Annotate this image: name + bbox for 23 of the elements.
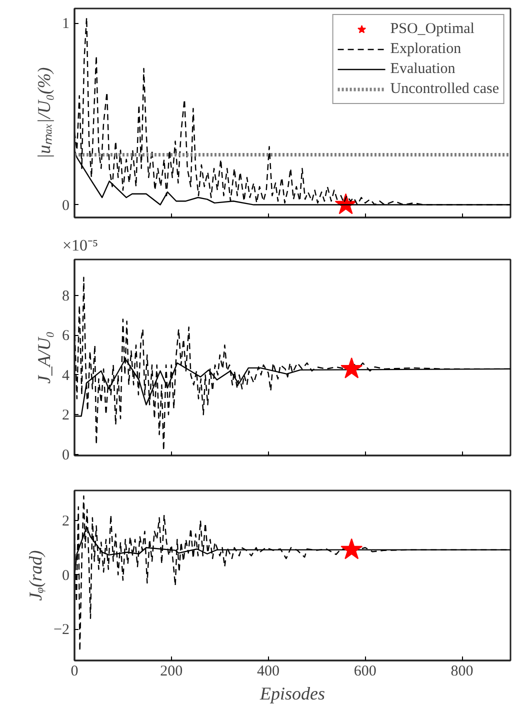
y-tick-label: 4 [62, 368, 70, 384]
y-tick-label: −2 [54, 622, 70, 638]
y-tick-label: 0 [62, 568, 70, 584]
legend-label: Exploration [390, 40, 462, 58]
y-tick-label: 6 [62, 328, 70, 344]
y-axis-title: Jᵩ(rad) [26, 550, 46, 601]
x-tick-label: 200 [160, 664, 183, 680]
legend-label: Uncontrolled case [390, 80, 499, 98]
y-axis-title: |uₘₐₓ|/U₀(%) [34, 67, 54, 159]
y-tick-label: 0 [62, 198, 70, 214]
legend-label: PSO_Optimal [390, 20, 474, 38]
x-tick-label: 800 [450, 664, 474, 680]
y-axis-title: J_A/U₀ [34, 331, 54, 384]
x-tick-label: 400 [257, 664, 280, 680]
y-tick-label: 0 [62, 448, 70, 464]
x-axis-title: Episodes [259, 684, 325, 704]
y-tick-label: 2 [62, 408, 70, 424]
text: ×10⁻⁵ [62, 238, 98, 254]
x-tick-label: 600 [354, 664, 376, 680]
y-tick-label: 8 [62, 288, 70, 304]
y-tick-label: 2 [62, 513, 70, 530]
y-tick-label: 1 [62, 16, 70, 32]
legend-label: Evaluation [390, 60, 456, 78]
